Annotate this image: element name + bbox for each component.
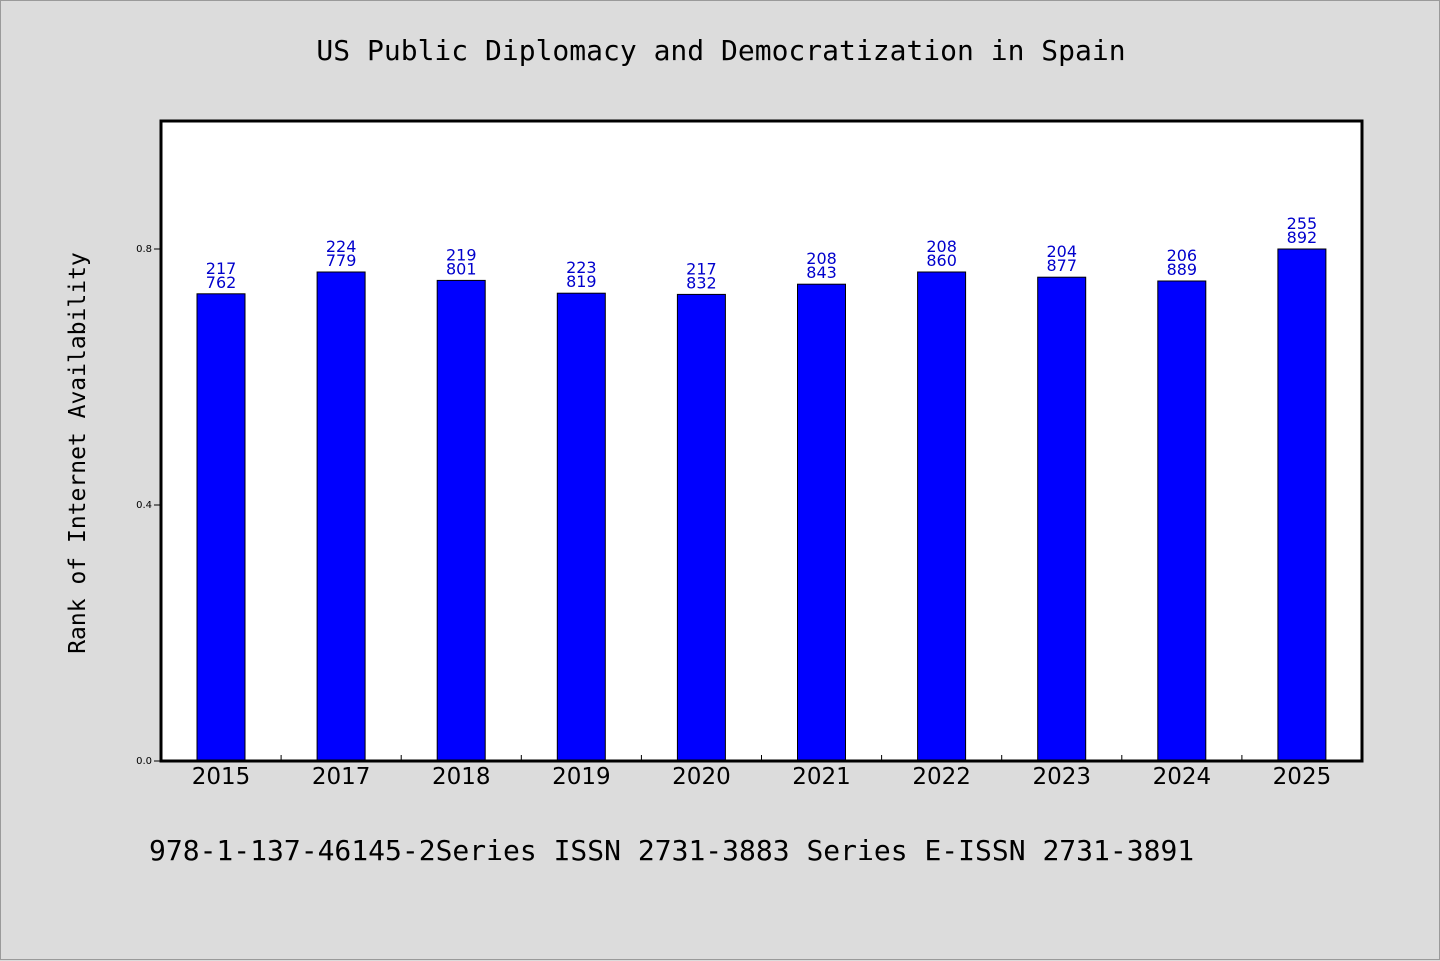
bar-label-bottom-2022: 860 [926,251,957,270]
bar-label-bottom-2024: 889 [1167,260,1198,279]
bar-2025 [1277,248,1327,762]
bar-label-bottom-2019: 819 [566,272,597,291]
bar-label-top-2024: 206 [1167,246,1198,265]
bar-label-top-2021: 208 [806,249,837,268]
chart-title: US Public Diplomacy and Democratization … [316,34,1126,67]
x-tick-label-2019: 2019 [552,764,611,790]
x-tick-label-2017: 2017 [312,764,371,790]
bar-label-top-2022: 208 [926,237,957,256]
x-tick-label-2015: 2015 [192,764,251,790]
bar-label-bottom-2021: 843 [806,263,837,282]
bar-2019 [556,292,606,762]
bar-label-top-2019: 223 [566,258,597,277]
x-tick-label-2024: 2024 [1153,764,1212,790]
bar-label-top-2015: 217 [206,259,237,278]
plot-frame [159,119,1364,763]
bar-label-top-2018: 219 [446,245,477,264]
bar-label-bottom-2017: 779 [326,251,357,270]
bar-2015 [196,293,246,762]
x-tick-label-2022: 2022 [912,764,971,790]
x-tick-label-2025: 2025 [1273,764,1332,790]
bar-label-bottom-2023: 877 [1046,256,1077,275]
bar-label-bottom-2020: 832 [686,273,717,292]
bar-label-bottom-2015: 762 [206,273,237,292]
bar-label-top-2025: 255 [1287,214,1318,233]
bar-2024 [1157,280,1207,762]
x-tick-label-2018: 2018 [432,764,491,790]
footer-isbn-text: 978-1-137-46145-2Series ISSN 2731-3883 S… [149,834,1195,867]
y-tick-label-0.4: 0.4 [136,500,152,511]
x-tick-label-2023: 2023 [1032,764,1091,790]
x-tick-label-2020: 2020 [672,764,731,790]
y-tick-label-0.8: 0.8 [136,244,152,255]
bar-label-bottom-2018: 801 [446,259,477,278]
bar-label-top-2023: 204 [1046,242,1077,261]
y-tick-label-0.0: 0.0 [136,756,152,767]
bar-2020 [676,293,726,762]
bar-label-top-2017: 224 [326,237,357,256]
x-tick-label-2021: 2021 [792,764,851,790]
bar-2017 [316,271,366,762]
bar-2023 [1037,276,1087,762]
bar-label-bottom-2025: 892 [1287,228,1318,247]
bar-2022 [917,271,967,762]
bar-2018 [436,279,486,762]
bar-label-top-2020: 217 [686,259,717,278]
bar-2021 [797,283,846,762]
